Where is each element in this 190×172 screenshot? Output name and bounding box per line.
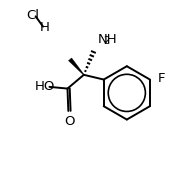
Text: NH: NH [98,33,117,46]
Polygon shape [69,58,84,75]
Text: HO: HO [35,79,55,93]
Text: Cl: Cl [26,9,39,22]
Text: O: O [64,115,74,128]
Text: 2: 2 [103,36,109,46]
Text: F: F [158,72,165,85]
Text: H: H [40,21,50,34]
